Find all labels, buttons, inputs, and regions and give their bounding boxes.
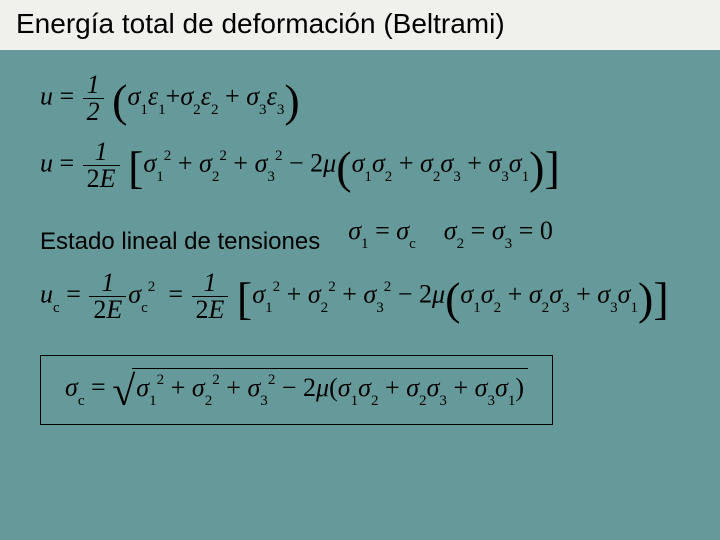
- equation-expanded: u = 12E [σ12 + σ22 + σ32 − 2μ(σ1σ2 + σ2σ…: [40, 139, 680, 192]
- equation-sigma-c: σc = √ σ12 + σ22 + σ32 − 2μ(σ1σ2 + σ2σ3 …: [65, 370, 528, 410]
- boxed-result: σc = √ σ12 + σ22 + σ32 − 2μ(σ1σ2 + σ2σ3 …: [40, 355, 553, 425]
- subtitle-text: Estado lineal de tensiones: [40, 228, 320, 256]
- linear-state-row: Estado lineal de tensiones σ1 = σc σ2 = …: [40, 206, 680, 260]
- title-text: Energía total de deformación (Beltrami): [16, 8, 505, 39]
- slide-title: Energía total de deformación (Beltrami): [0, 0, 720, 50]
- equation-uc: uc = 12Eσc2 = 12E [σ12 + σ22 + σ32 − 2μ(…: [40, 270, 680, 323]
- equation-strain-energy: u = 12 (σ1ε1+σ2ε2 + σ3ε3): [40, 72, 680, 125]
- condition-sigma23: σ2 = σ3 = 0: [444, 216, 553, 250]
- condition-sigma1: σ1 = σc: [348, 216, 416, 250]
- slide-content: u = 12 (σ1ε1+σ2ε2 + σ3ε3) u = 12E [σ12 +…: [0, 50, 720, 425]
